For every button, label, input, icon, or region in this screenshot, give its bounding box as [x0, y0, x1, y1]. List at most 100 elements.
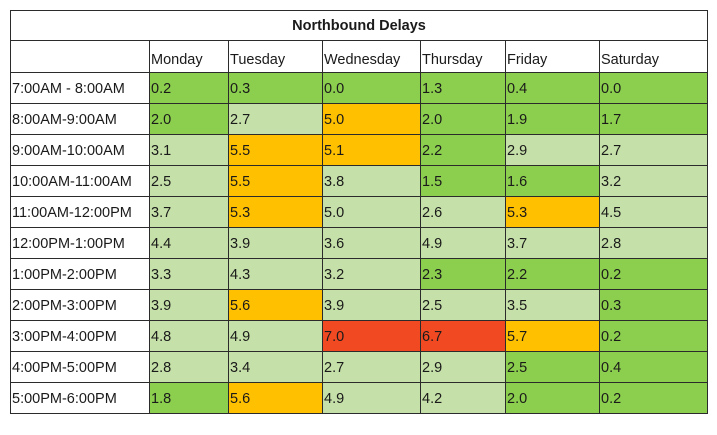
delay-value-cell: 2.0: [149, 103, 229, 135]
time-slot-cell: 7:00AM - 8:00AM: [10, 72, 150, 104]
time-slot-cell: 1:00PM-2:00PM: [10, 258, 150, 290]
delay-value-cell: 4.9: [322, 382, 421, 414]
delay-value-cell: 0.2: [149, 72, 229, 104]
delay-value-cell: 7.0: [322, 320, 421, 352]
delay-value-cell: 3.5: [505, 289, 600, 321]
delay-value-cell: 2.7: [228, 103, 323, 135]
delay-value-cell: 1.3: [420, 72, 506, 104]
table-row: 12:00PM-1:00PM 4.4 3.9 3.6 4.9 3.7 2.8: [10, 227, 708, 259]
table-row: 3:00PM-4:00PM 4.8 4.9 7.0 6.7 5.7 0.2: [10, 320, 708, 352]
day-header-friday: Friday: [505, 40, 600, 73]
table-row: 9:00AM-10:00AM 3.1 5.5 5.1 2.2 2.9 2.7: [10, 134, 708, 166]
delay-value-cell: 5.6: [228, 382, 323, 414]
day-header-tuesday: Tuesday: [228, 40, 323, 73]
time-slot-cell: 8:00AM-9:00AM: [10, 103, 150, 135]
delay-value-cell: 4.9: [420, 227, 506, 259]
table-row: 7:00AM - 8:00AM 0.2 0.3 0.0 1.3 0.4 0.0: [10, 72, 708, 104]
delays-table: Northbound Delays Monday Tuesday Wednesday…: [10, 10, 708, 414]
delay-value-cell: 2.6: [420, 196, 506, 228]
table-row: 5:00PM-6:00PM 1.8 5.6 4.9 4.2 2.0 0.2: [10, 382, 708, 414]
delay-value-cell: 0.2: [599, 382, 708, 414]
table-row: 4:00PM-5:00PM 2.8 3.4 2.7 2.9 2.5 0.4: [10, 351, 708, 383]
time-slot-cell: 3:00PM-4:00PM: [10, 320, 150, 352]
header-row: Monday Tuesday Wednesday Thursday Friday Satu…: [10, 40, 708, 73]
delay-value-cell: 2.0: [420, 103, 506, 135]
delay-value-cell: 0.3: [228, 72, 323, 104]
time-slot-cell: 5:00PM-6:00PM: [10, 382, 150, 414]
delay-value-cell: 1.5: [420, 165, 506, 197]
corner-cell: [10, 40, 150, 73]
delay-value-cell: 3.9: [149, 289, 229, 321]
delay-value-cell: 1.6: [505, 165, 600, 197]
delay-value-cell: 5.1: [322, 134, 421, 166]
delay-value-cell: 2.0: [505, 382, 600, 414]
delay-value-cell: 3.6: [322, 227, 421, 259]
delay-value-cell: 3.9: [322, 289, 421, 321]
time-slot-cell: 4:00PM-5:00PM: [10, 351, 150, 383]
delay-value-cell: 3.2: [322, 258, 421, 290]
delay-value-cell: 4.2: [420, 382, 506, 414]
title-row: Northbound Delays: [10, 10, 708, 41]
time-slot-cell: 9:00AM-10:00AM: [10, 134, 150, 166]
delay-value-cell: 3.2: [599, 165, 708, 197]
day-header-monday: Monday: [149, 40, 229, 73]
time-slot-cell: 10:00AM-11:00AM: [10, 165, 150, 197]
day-header-saturday: Saturday: [599, 40, 708, 73]
delay-value-cell: 3.3: [149, 258, 229, 290]
delay-value-cell: 2.5: [505, 351, 600, 383]
delay-value-cell: 3.4: [228, 351, 323, 383]
time-slot-cell: 2:00PM-3:00PM: [10, 289, 150, 321]
delay-value-cell: 4.5: [599, 196, 708, 228]
delay-value-cell: 3.7: [505, 227, 600, 259]
time-slot-cell: 12:00PM-1:00PM: [10, 227, 150, 259]
delay-value-cell: 4.4: [149, 227, 229, 259]
day-header-wednesday: Wednesday: [322, 40, 421, 73]
delay-value-cell: 2.7: [322, 351, 421, 383]
delay-value-cell: 2.8: [149, 351, 229, 383]
table-row: 2:00PM-3:00PM 3.9 5.6 3.9 2.5 3.5 0.3: [10, 289, 708, 321]
delay-value-cell: 2.8: [599, 227, 708, 259]
table-row: 8:00AM-9:00AM 2.0 2.7 5.0 2.0 1.9 1.7: [10, 103, 708, 135]
delay-value-cell: 2.5: [420, 289, 506, 321]
delay-value-cell: 2.9: [505, 134, 600, 166]
delay-value-cell: 0.0: [599, 72, 708, 104]
delay-value-cell: 2.2: [420, 134, 506, 166]
delay-value-cell: 2.7: [599, 134, 708, 166]
delay-value-cell: 0.2: [599, 320, 708, 352]
table-row: 11:00AM-12:00PM 3.7 5.3 5.0 2.6 5.3 4.5: [10, 196, 708, 228]
delay-value-cell: 5.5: [228, 134, 323, 166]
delay-value-cell: 5.3: [505, 196, 600, 228]
time-slot-cell: 11:00AM-12:00PM: [10, 196, 150, 228]
delay-value-cell: 4.3: [228, 258, 323, 290]
delay-value-cell: 5.0: [322, 196, 421, 228]
delay-value-cell: 2.5: [149, 165, 229, 197]
delay-value-cell: 1.9: [505, 103, 600, 135]
delay-value-cell: 4.8: [149, 320, 229, 352]
delay-value-cell: 0.4: [599, 351, 708, 383]
delay-value-cell: 3.8: [322, 165, 421, 197]
delay-value-cell: 1.7: [599, 103, 708, 135]
delay-value-cell: 0.0: [322, 72, 421, 104]
delay-value-cell: 0.3: [599, 289, 708, 321]
delay-value-cell: 4.9: [228, 320, 323, 352]
day-header-thursday: Thursday: [420, 40, 506, 73]
delay-value-cell: 5.5: [228, 165, 323, 197]
table-row: 10:00AM-11:00AM 2.5 5.5 3.8 1.5 1.6 3.2: [10, 165, 708, 197]
delay-value-cell: 0.4: [505, 72, 600, 104]
delay-value-cell: 1.8: [149, 382, 229, 414]
table-body: 7:00AM - 8:00AM 0.2 0.3 0.0 1.3 0.4 0.0 8:00AM-…: [10, 72, 708, 414]
delay-value-cell: 5.0: [322, 103, 421, 135]
delay-value-cell: 0.2: [599, 258, 708, 290]
delay-value-cell: 6.7: [420, 320, 506, 352]
table-row: 1:00PM-2:00PM 3.3 4.3 3.2 2.3 2.2 0.2: [10, 258, 708, 290]
delay-value-cell: 3.1: [149, 134, 229, 166]
delay-value-cell: 3.7: [149, 196, 229, 228]
table-title: Northbound Delays: [10, 10, 708, 41]
delay-value-cell: 5.7: [505, 320, 600, 352]
delay-value-cell: 2.3: [420, 258, 506, 290]
delay-value-cell: 3.9: [228, 227, 323, 259]
delay-value-cell: 2.9: [420, 351, 506, 383]
delay-value-cell: 5.6: [228, 289, 323, 321]
delay-value-cell: 2.2: [505, 258, 600, 290]
delay-value-cell: 5.3: [228, 196, 323, 228]
